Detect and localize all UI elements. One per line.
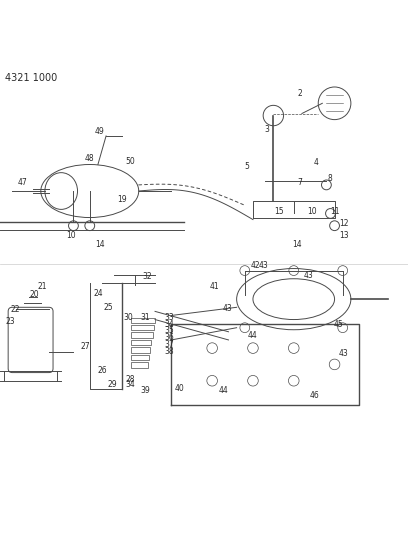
- Bar: [131, 348, 150, 353]
- Text: 8: 8: [327, 174, 332, 183]
- Text: 5: 5: [244, 162, 249, 171]
- Text: 35: 35: [164, 327, 174, 335]
- Bar: [131, 333, 153, 338]
- Text: 46: 46: [309, 391, 319, 400]
- Text: 2: 2: [297, 88, 302, 98]
- Text: 34: 34: [126, 381, 135, 389]
- Text: 12: 12: [339, 219, 349, 228]
- Text: 10: 10: [307, 207, 317, 216]
- Text: 37: 37: [164, 341, 174, 349]
- Text: 26: 26: [97, 366, 107, 375]
- Text: 43: 43: [223, 304, 233, 313]
- Text: 10: 10: [67, 231, 76, 240]
- Text: 14: 14: [292, 239, 302, 248]
- Text: 38: 38: [164, 347, 174, 356]
- Text: 42: 42: [250, 261, 260, 270]
- Bar: [131, 355, 149, 360]
- Text: 20: 20: [29, 290, 39, 298]
- Text: 4: 4: [314, 158, 319, 167]
- Text: 43: 43: [258, 261, 268, 270]
- Text: 49: 49: [95, 127, 105, 136]
- Text: 14: 14: [95, 239, 105, 248]
- Text: 39: 39: [140, 386, 150, 395]
- Text: 28: 28: [126, 375, 135, 384]
- Text: 47: 47: [18, 179, 27, 188]
- Bar: [131, 340, 151, 345]
- Text: 32: 32: [142, 272, 152, 281]
- Text: 45: 45: [334, 320, 344, 329]
- Bar: [131, 318, 155, 323]
- Text: 44: 44: [248, 330, 258, 340]
- Text: 27: 27: [81, 342, 91, 351]
- Text: 30: 30: [124, 313, 133, 322]
- Text: 41: 41: [209, 281, 219, 290]
- Text: 11: 11: [330, 207, 340, 216]
- Text: 7: 7: [297, 179, 302, 188]
- Text: 48: 48: [85, 154, 95, 163]
- Text: 43: 43: [339, 349, 349, 358]
- Text: 34: 34: [164, 320, 174, 329]
- Text: 50: 50: [126, 157, 135, 166]
- Bar: [131, 362, 148, 368]
- Text: 25: 25: [103, 303, 113, 312]
- Text: 36: 36: [164, 334, 174, 342]
- Text: 22: 22: [11, 305, 20, 314]
- Text: 29: 29: [107, 381, 117, 389]
- Text: 31: 31: [140, 313, 150, 322]
- Text: 33: 33: [164, 313, 174, 322]
- Text: 13: 13: [339, 231, 349, 240]
- Text: 44: 44: [219, 386, 228, 395]
- Text: 15: 15: [275, 207, 284, 216]
- Text: 21: 21: [37, 281, 47, 290]
- Text: 40: 40: [175, 384, 184, 393]
- Text: 3: 3: [265, 125, 270, 134]
- Text: 23: 23: [5, 317, 15, 326]
- Text: 19: 19: [118, 195, 127, 204]
- Text: 43: 43: [303, 271, 313, 280]
- Text: 4321 1000: 4321 1000: [5, 72, 57, 83]
- Text: 24: 24: [93, 288, 103, 297]
- Bar: [131, 325, 154, 330]
